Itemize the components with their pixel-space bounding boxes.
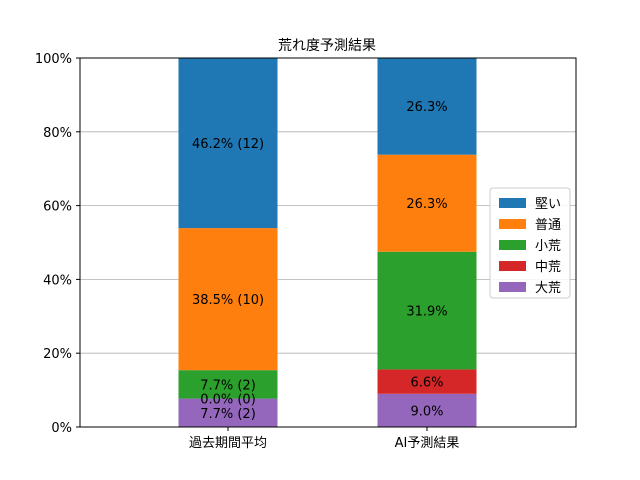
legend-entry: 小荒 — [535, 239, 561, 254]
y-tick-label: 40% — [43, 273, 72, 288]
data-label: 7.7% (2) — [200, 407, 256, 422]
data-label: 38.5% (10) — [192, 293, 264, 308]
data-label: 46.2% (12) — [192, 137, 264, 152]
x-tick-label: 過去期間平均 — [189, 436, 267, 451]
x-tick-label: AI予測結果 — [395, 436, 460, 451]
data-label: 26.3% — [406, 197, 447, 212]
legend-swatch — [499, 240, 526, 250]
bar-segment — [178, 228, 278, 371]
data-label: 6.6% — [410, 376, 443, 391]
bar-segment — [377, 393, 477, 427]
legend-entry: 中荒 — [535, 260, 561, 275]
legend-entry: 堅い — [535, 197, 561, 212]
legend-swatch — [499, 219, 526, 229]
bar-labels: 7.7% (2)0.0% (0)7.7% (2) 38.5% (10) 46.2% … — [192, 100, 448, 422]
plot-frame — [79, 57, 577, 428]
bar-segment — [178, 57, 278, 229]
bar-segment — [178, 398, 278, 427]
data-label: 26.3% — [406, 100, 447, 115]
bars — [178, 57, 477, 427]
y-axis-ticks: 0% 20% 40% 60% 80% 100% — [35, 52, 80, 436]
data-label: 31.9% — [406, 305, 447, 320]
data-label: 7.7% (2) — [200, 378, 256, 393]
legend-swatch — [499, 282, 526, 292]
y-tick-label: 100% — [35, 52, 72, 67]
y-tick-label: 20% — [43, 347, 72, 362]
bar-segment — [377, 57, 477, 155]
y-tick-label: 0% — [51, 421, 72, 436]
data-label: 0.0% (0) — [200, 393, 256, 408]
y-tick-label: 80% — [43, 126, 72, 141]
bar-segment — [377, 369, 477, 394]
x-axis-ticks: 過去期間平均 AI予測結果 — [189, 427, 459, 451]
legend-entry: 普通 — [535, 218, 561, 233]
legend-swatch — [499, 198, 526, 208]
y-tick-label: 60% — [43, 200, 72, 215]
legend-entry: 大荒 — [535, 281, 561, 296]
chart-title: 荒れ度予測結果 — [278, 38, 376, 54]
bar-segment — [377, 251, 477, 370]
legend-swatch — [499, 261, 526, 271]
data-label: 9.0% — [410, 404, 443, 419]
bar-segment — [377, 154, 477, 252]
bar-segment — [178, 370, 278, 399]
